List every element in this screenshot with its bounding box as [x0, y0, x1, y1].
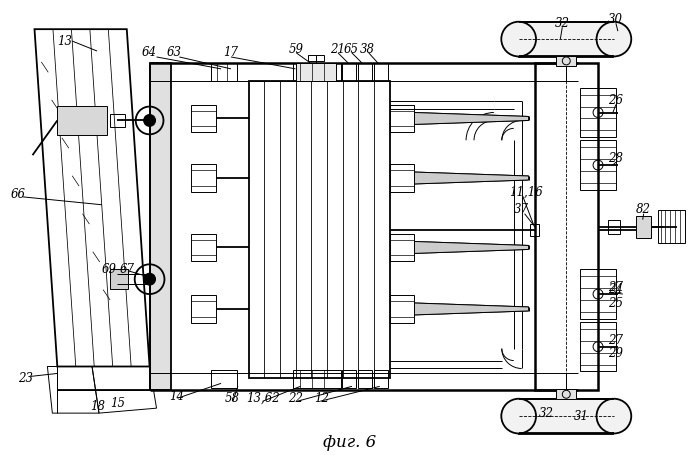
- Text: 24: 24: [608, 283, 623, 296]
- Bar: [110, 269, 128, 289]
- Text: 69: 69: [102, 263, 117, 276]
- Polygon shape: [415, 242, 528, 253]
- Bar: [635, 216, 651, 238]
- Text: 38: 38: [360, 42, 375, 56]
- Bar: [342, 370, 356, 388]
- Bar: [535, 63, 598, 390]
- Text: 21: 21: [330, 42, 345, 56]
- Bar: [110, 113, 125, 127]
- Bar: [519, 22, 613, 57]
- Text: 29: 29: [608, 347, 623, 360]
- Bar: [294, 63, 341, 81]
- Bar: [556, 389, 576, 399]
- Text: 31: 31: [574, 410, 589, 423]
- Text: 27: 27: [608, 281, 623, 293]
- Bar: [358, 63, 372, 81]
- Circle shape: [143, 115, 156, 126]
- Text: 63: 63: [166, 46, 182, 60]
- Text: 32: 32: [538, 407, 554, 420]
- Bar: [374, 63, 388, 81]
- Text: 30: 30: [608, 13, 623, 26]
- Bar: [342, 63, 356, 81]
- Bar: [530, 223, 540, 236]
- Text: 15: 15: [110, 397, 125, 410]
- Text: 26: 26: [608, 94, 623, 107]
- Text: 13: 13: [57, 35, 72, 48]
- Bar: [192, 105, 216, 132]
- Text: 11,16: 11,16: [509, 185, 542, 198]
- Bar: [519, 399, 613, 434]
- Polygon shape: [415, 303, 528, 315]
- Bar: [358, 370, 372, 388]
- Bar: [580, 322, 616, 371]
- Ellipse shape: [501, 399, 536, 434]
- Text: 37: 37: [514, 203, 528, 216]
- Bar: [308, 55, 324, 61]
- Bar: [658, 210, 685, 243]
- Bar: [249, 81, 389, 379]
- Bar: [374, 370, 388, 388]
- Text: 28: 28: [608, 152, 623, 165]
- Bar: [150, 63, 171, 390]
- Text: 23: 23: [17, 372, 33, 385]
- Text: 67: 67: [120, 263, 135, 276]
- Text: 59: 59: [289, 42, 303, 56]
- Bar: [556, 56, 576, 66]
- Ellipse shape: [596, 22, 631, 56]
- Text: 58: 58: [225, 392, 240, 405]
- Bar: [580, 140, 616, 190]
- Text: 17: 17: [223, 46, 238, 60]
- Text: 22: 22: [289, 392, 303, 405]
- Text: 13,62: 13,62: [246, 392, 280, 405]
- Bar: [389, 105, 415, 132]
- Text: 66: 66: [10, 188, 26, 202]
- Circle shape: [143, 273, 156, 285]
- Polygon shape: [415, 172, 528, 184]
- Bar: [57, 106, 107, 135]
- Bar: [192, 295, 216, 323]
- Bar: [211, 370, 237, 388]
- Bar: [580, 269, 616, 319]
- Bar: [608, 220, 620, 233]
- Ellipse shape: [596, 399, 631, 434]
- Text: 32: 32: [554, 17, 570, 30]
- Text: 25: 25: [608, 298, 623, 310]
- Polygon shape: [415, 112, 528, 124]
- Bar: [192, 233, 216, 261]
- Ellipse shape: [501, 22, 536, 56]
- Bar: [389, 233, 415, 261]
- Text: 27: 27: [608, 334, 623, 347]
- Bar: [580, 88, 616, 137]
- Bar: [389, 295, 415, 323]
- Text: 18: 18: [90, 399, 105, 413]
- Text: фиг. 6: фиг. 6: [324, 435, 377, 451]
- Text: 64: 64: [142, 46, 157, 60]
- Bar: [389, 164, 415, 192]
- Text: 14: 14: [169, 390, 185, 403]
- Bar: [294, 370, 341, 388]
- Bar: [192, 164, 216, 192]
- Bar: [296, 63, 336, 81]
- Text: 65: 65: [344, 42, 359, 56]
- Text: 82: 82: [635, 203, 651, 216]
- Text: 12: 12: [315, 392, 329, 405]
- Bar: [211, 63, 237, 81]
